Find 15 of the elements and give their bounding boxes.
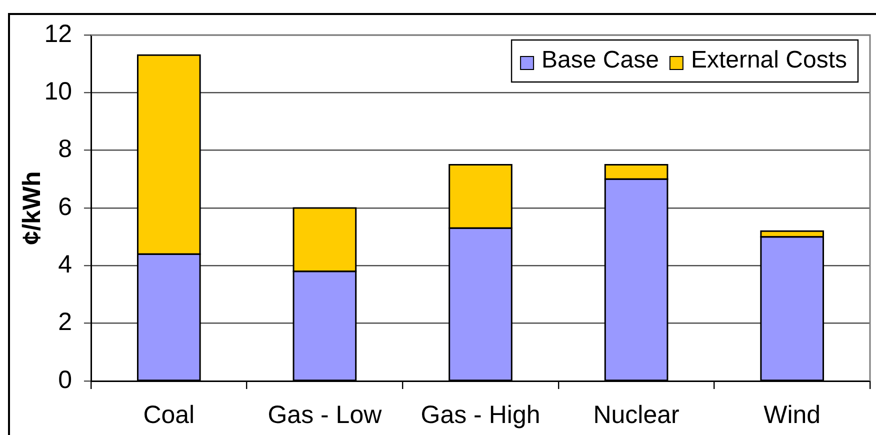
y-axis-title: ¢/kWh <box>18 171 46 245</box>
y-tick-label: 6 <box>58 192 72 221</box>
y-tick-label: 2 <box>58 308 72 336</box>
y-tick-label: 12 <box>44 20 72 48</box>
x-tick-label: Gas - High <box>420 400 540 429</box>
x-tick-label: Gas - Low <box>268 400 383 429</box>
legend-label: External Costs <box>690 46 848 74</box>
y-tick-label: 10 <box>44 78 72 106</box>
y-tick-label: 4 <box>58 250 72 279</box>
x-tick-label: Nuclear <box>593 400 680 429</box>
x-tick-label: Coal <box>143 400 195 429</box>
legend-label: Base Case <box>542 46 659 74</box>
x-tick-label: Wind <box>764 400 821 429</box>
y-tick-label: 8 <box>58 135 72 164</box>
y-tick-label: 0 <box>58 366 72 394</box>
